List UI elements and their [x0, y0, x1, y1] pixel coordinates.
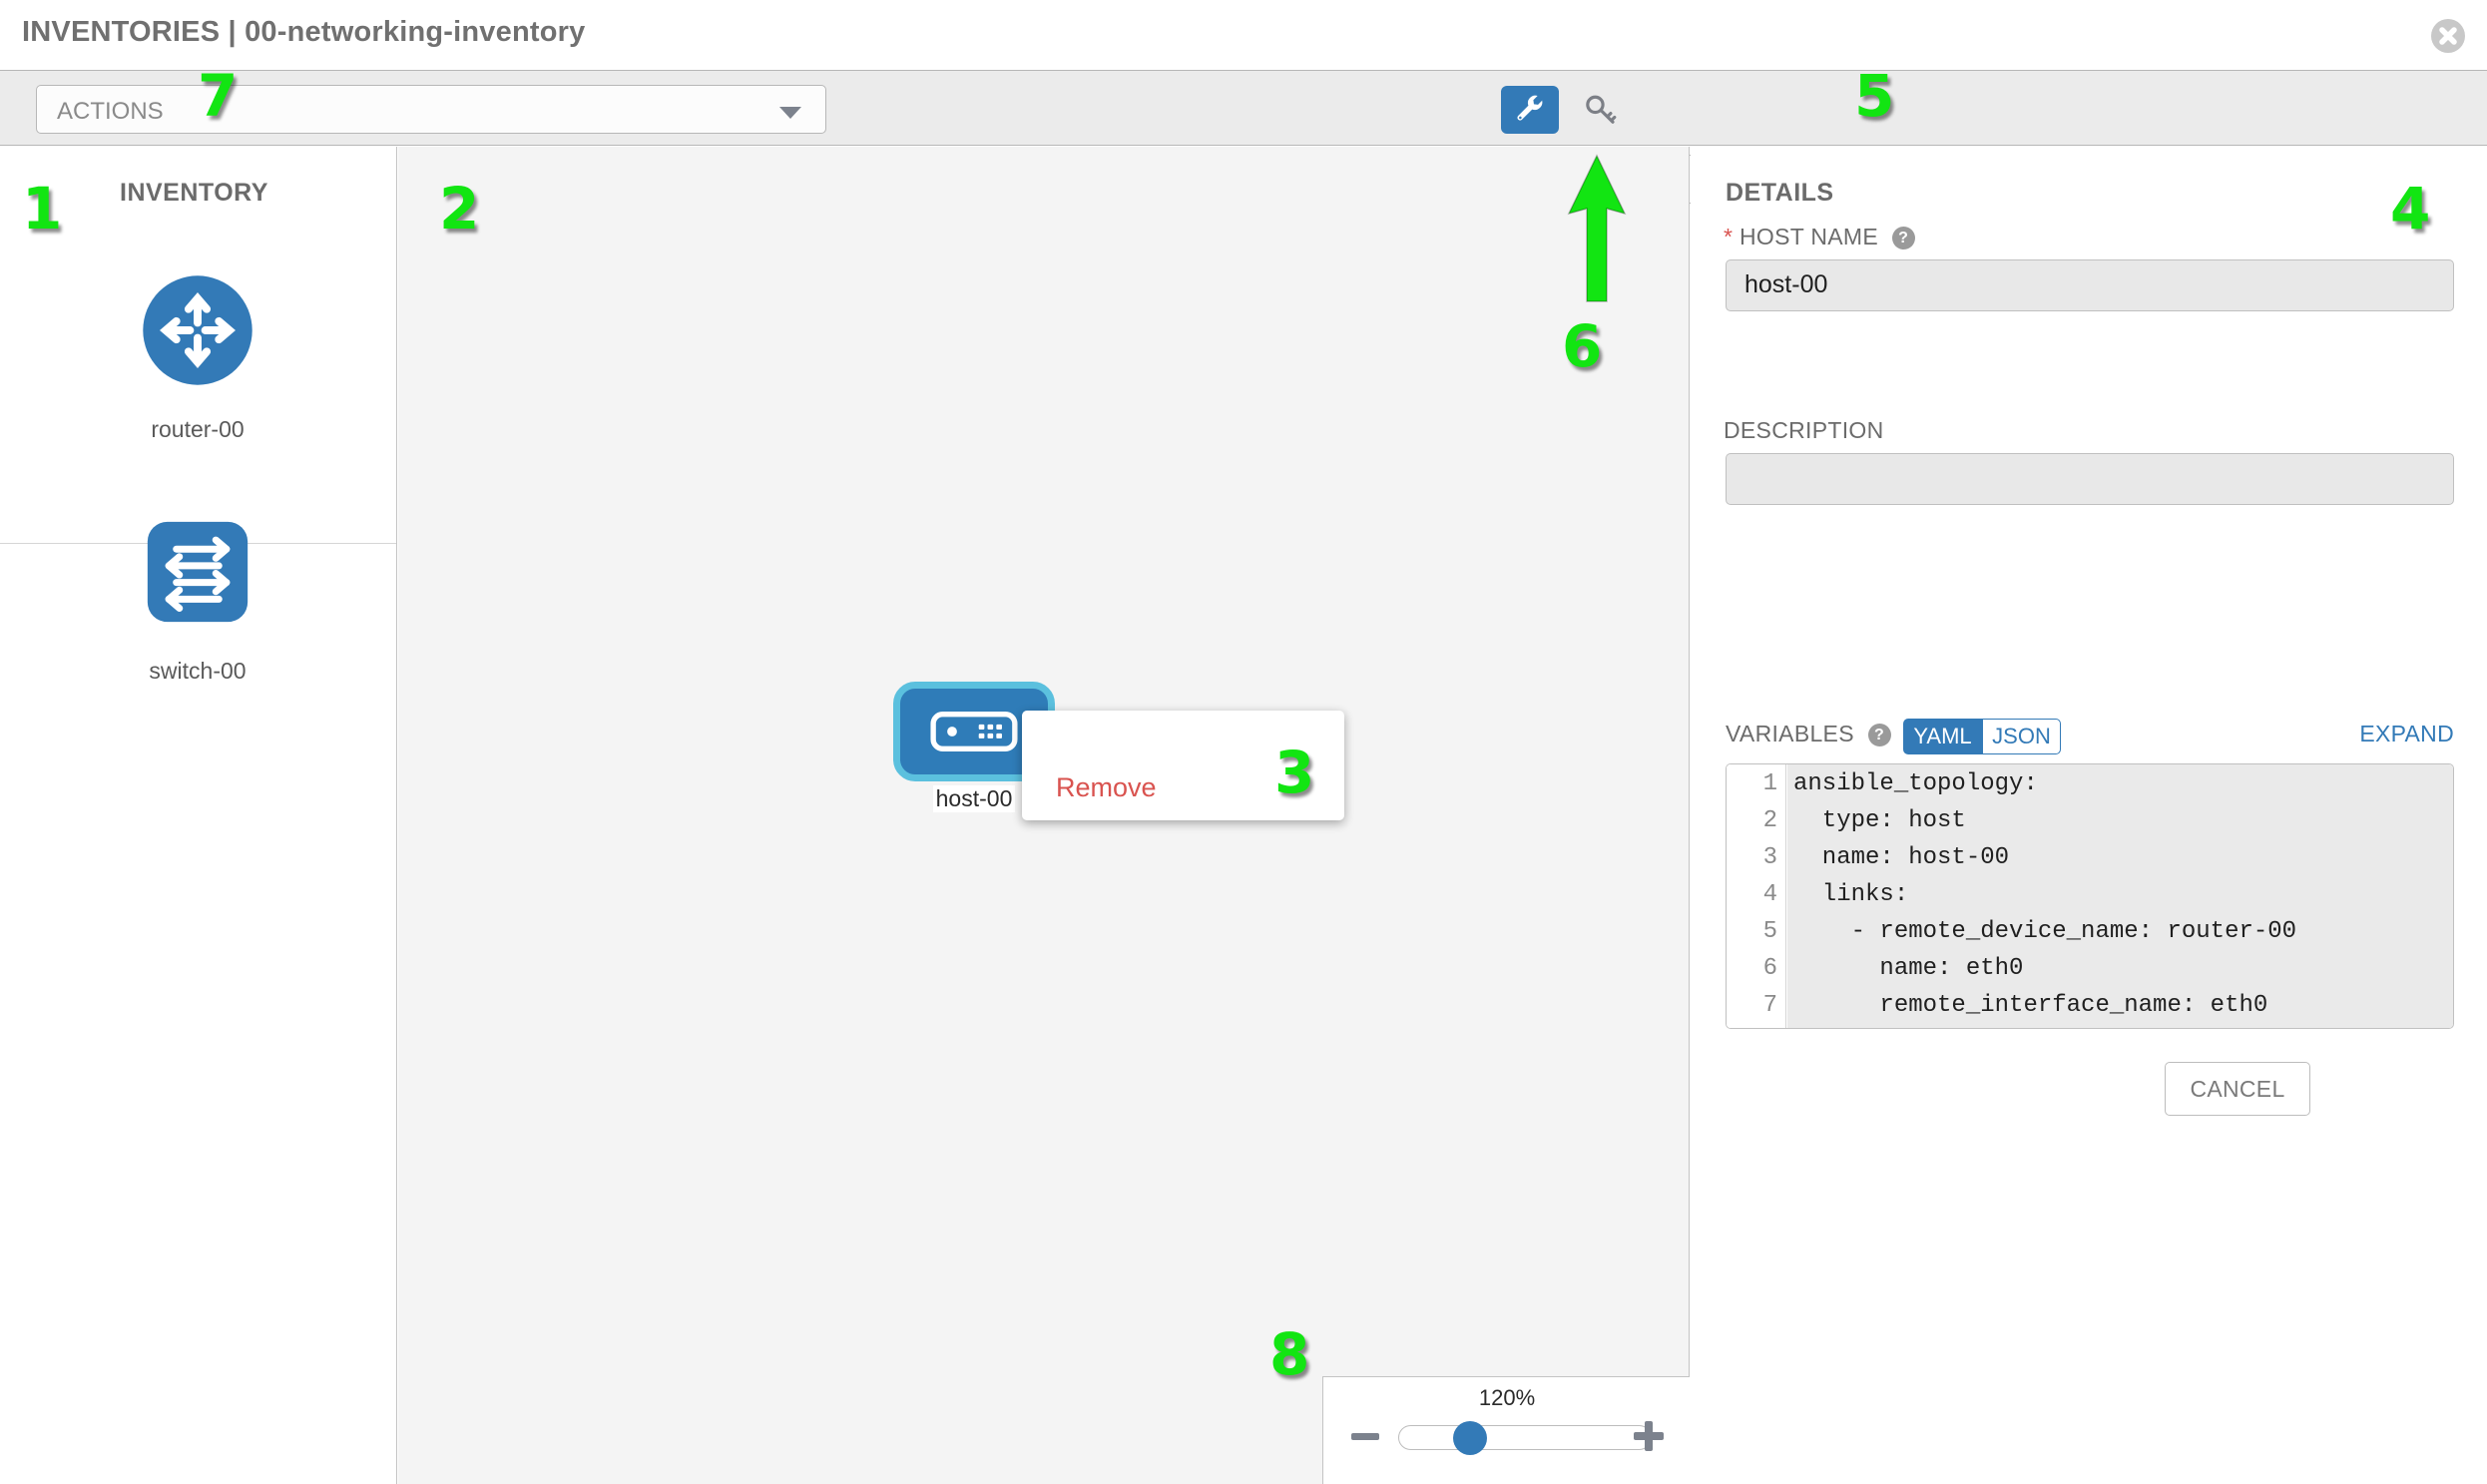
zoom-out-button[interactable]	[1351, 1433, 1379, 1440]
code-line: name: eth0	[1793, 955, 2024, 982]
question-mark-icon[interactable]: ?	[1891, 227, 1915, 250]
actions-dropdown-label: ACTIONS	[57, 98, 164, 125]
cancel-button[interactable]: CANCEL	[2165, 1062, 2310, 1116]
wrench-icon	[1517, 95, 1543, 121]
variables-label-text: VARIABLES	[1726, 721, 1854, 746]
line-number: 5	[1762, 918, 1777, 945]
zoom-control: 120%	[1322, 1376, 1690, 1484]
inventory-item-switch[interactable]: switch-00	[118, 496, 277, 685]
router-icon	[122, 254, 273, 406]
topology-node-label: host-00	[932, 785, 1016, 812]
page-title: INVENTORIES | 00-networking-inventory	[22, 16, 586, 48]
required-asterisk: *	[1724, 224, 1734, 249]
code-line: name: host-00	[1793, 844, 2010, 871]
close-icon[interactable]	[2431, 19, 2465, 53]
code-line: - remote_device_name: router-00	[1793, 918, 2297, 945]
inventory-item-label: router-00	[151, 416, 245, 442]
variables-row: VARIABLES ? YAML JSON EXPAND	[1726, 719, 2454, 754]
key-button[interactable]	[1575, 86, 1627, 134]
chevron-down-icon	[779, 107, 801, 119]
zoom-in-button[interactable]	[1634, 1421, 1664, 1451]
format-toggle-json[interactable]: JSON	[1982, 719, 2061, 754]
format-toggle-yaml[interactable]: YAML	[1903, 719, 1982, 754]
variables-label: VARIABLES ?	[1726, 721, 1891, 747]
host-name-value: host-00	[1744, 270, 1828, 298]
inventory-item-router[interactable]: router-00	[118, 254, 277, 443]
line-number: 3	[1762, 844, 1777, 871]
host-name-field[interactable]: host-00	[1726, 259, 2454, 311]
description-field[interactable]	[1726, 453, 2454, 505]
code-line: type: host	[1793, 807, 1966, 834]
toolbar: ACTIONS SEARCH	[0, 70, 2487, 204]
zoom-slider-thumb[interactable]	[1453, 1421, 1487, 1455]
inventory-item-label: switch-00	[149, 658, 247, 684]
line-number: 7	[1762, 992, 1777, 1019]
wrench-button[interactable]	[1501, 86, 1559, 134]
details-title: DETAILS	[1726, 179, 1834, 207]
editor-code[interactable]: ansible_topology: type: host name: host-…	[1787, 764, 2453, 1028]
question-mark-icon[interactable]: ?	[1867, 724, 1891, 747]
inventory-sidebar: INVENTORY router-00	[0, 147, 397, 1484]
annotation-arrow-6	[1567, 154, 1627, 302]
zoom-level-label: 120%	[1478, 1385, 1536, 1410]
inventory-section: INVENTORY router-00	[0, 147, 396, 684]
description-label: DESCRIPTION	[1724, 417, 1884, 443]
editor-gutter: 1 2 3 4 5 6 7	[1727, 764, 1786, 1028]
zoom-slider[interactable]	[1398, 1425, 1652, 1450]
line-number: 2	[1762, 807, 1777, 834]
title-bar: INVENTORIES | 00-networking-inventory	[0, 0, 2487, 70]
host-name-label: * HOST NAME ?	[1724, 224, 1915, 250]
expand-link[interactable]: EXPAND	[2359, 721, 2454, 746]
line-number: 4	[1762, 881, 1777, 908]
host-server-icon	[930, 712, 1018, 751]
node-context-menu: Details Remove	[1022, 711, 1344, 820]
line-number: 1	[1762, 770, 1777, 797]
key-icon	[1586, 95, 1617, 124]
code-line: remote_interface_name: eth0	[1793, 992, 2268, 1019]
code-line: links:	[1793, 881, 1909, 908]
switch-icon	[122, 496, 273, 648]
context-menu-item-remove[interactable]: Remove	[1056, 772, 1157, 802]
code-line: ansible_topology:	[1793, 770, 2038, 797]
host-name-label-text: HOST NAME	[1739, 224, 1878, 249]
line-number: 6	[1762, 955, 1777, 982]
details-panel: DETAILS * HOST NAME ? host-00 DESCRIPTIO…	[1691, 147, 2487, 1484]
variables-editor[interactable]: 1 2 3 4 5 6 7 ansible_topology: type: ho…	[1726, 763, 2454, 1029]
actions-dropdown[interactable]: ACTIONS	[36, 85, 826, 134]
inventory-title: INVENTORY	[120, 179, 268, 207]
